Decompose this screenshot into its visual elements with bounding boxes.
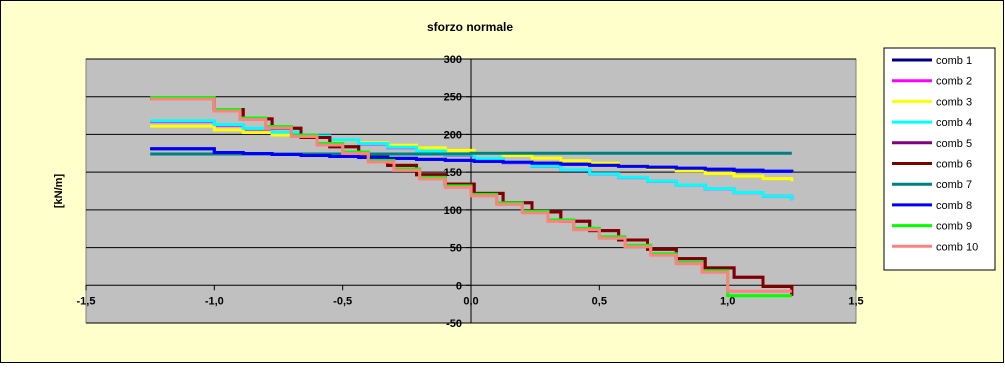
y-tick-label: 0 [456,280,462,292]
plot-area: -1,5 -1,0 -0,5 0,0 0,5 1,0 1,5-500501001502002… [77,54,864,330]
x-tick-label: -1,5 [77,295,96,307]
x-tick-label: 1,5 [848,295,863,307]
legend: comb 1 comb 2 comb 3 comb 4 comb 5 comb 6 comb… [884,48,995,270]
legend-label: comb 3 [936,96,972,108]
chart-title: sforzo normale [427,20,513,34]
y-tick-label: 100 [444,205,462,217]
legend-label: comb 7 [936,179,972,191]
y-tick-label: 200 [444,129,462,141]
y-tick-label: 50 [450,243,462,255]
legend-label: comb 8 [936,200,972,212]
legend-label: comb 2 [936,76,972,88]
y-tick-label: -50 [446,318,462,330]
legend-label: comb 6 [936,159,972,171]
legend-label: comb 5 [936,138,972,150]
x-tick-label: -0,5 [333,295,352,307]
x-tick-label: 0,5 [592,295,607,307]
legend-label: comb 1 [936,55,972,67]
legend-label: comb 4 [936,117,972,129]
x-tick-label: -1,0 [205,295,224,307]
legend-label: comb 10 [936,241,978,253]
y-tick-label: 250 [444,92,462,104]
legend-label: comb 9 [936,221,972,233]
x-tick-label: 0,0 [463,295,478,307]
y-tick-label: 300 [444,54,462,66]
y-axis-label: [kN/m] [53,174,65,209]
